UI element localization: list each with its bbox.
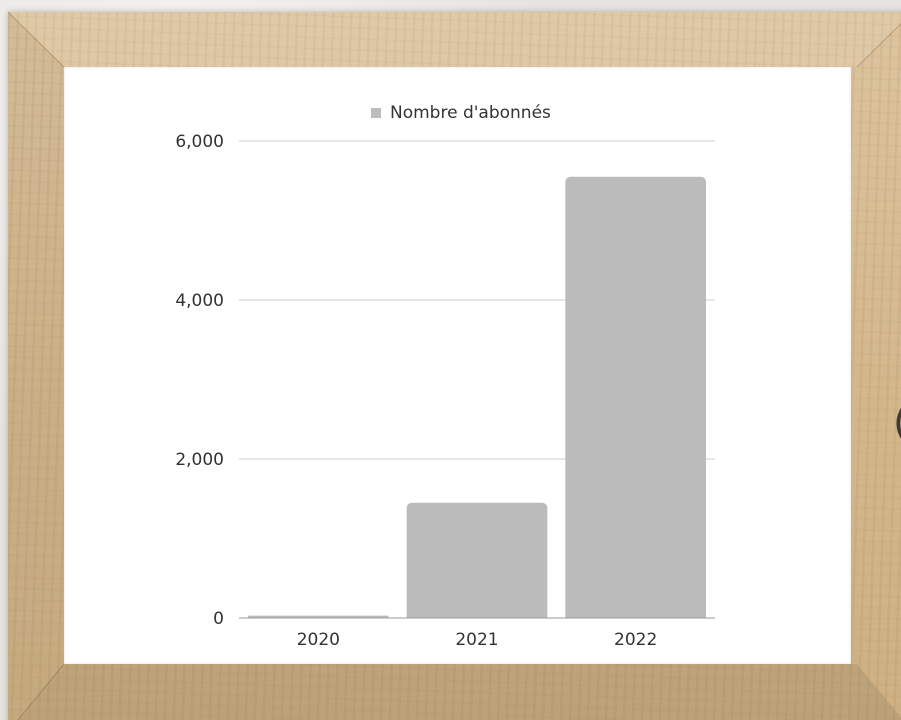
- y-tick-label: 4,000: [175, 291, 224, 311]
- y-tick-label: 0: [213, 609, 224, 629]
- x-axis-ticks: 2020 2021 2022: [297, 630, 658, 650]
- partial-bracket-glyph: (: [893, 400, 901, 446]
- y-tick-label: 6,000: [175, 132, 224, 152]
- y-axis-ticks: 0 2,000 4,000 6,000: [175, 132, 224, 629]
- x-tick-label: 2021: [455, 630, 498, 650]
- legend-swatch: [371, 108, 381, 118]
- bar-2021: [406, 502, 548, 618]
- legend-label: Nombre d'abonnés: [390, 103, 551, 123]
- bar-2020: [248, 615, 389, 618]
- chart-mat: Nombre d'abonnés 0 2,000 4,000 6,000 2020 20…: [64, 67, 851, 664]
- x-tick-label: 2022: [614, 630, 657, 650]
- legend: Nombre d'abonnés: [371, 103, 551, 123]
- bars: [248, 176, 706, 618]
- x-tick-label: 2020: [297, 630, 340, 650]
- bar-2022: [565, 176, 706, 618]
- y-tick-label: 2,000: [175, 450, 224, 470]
